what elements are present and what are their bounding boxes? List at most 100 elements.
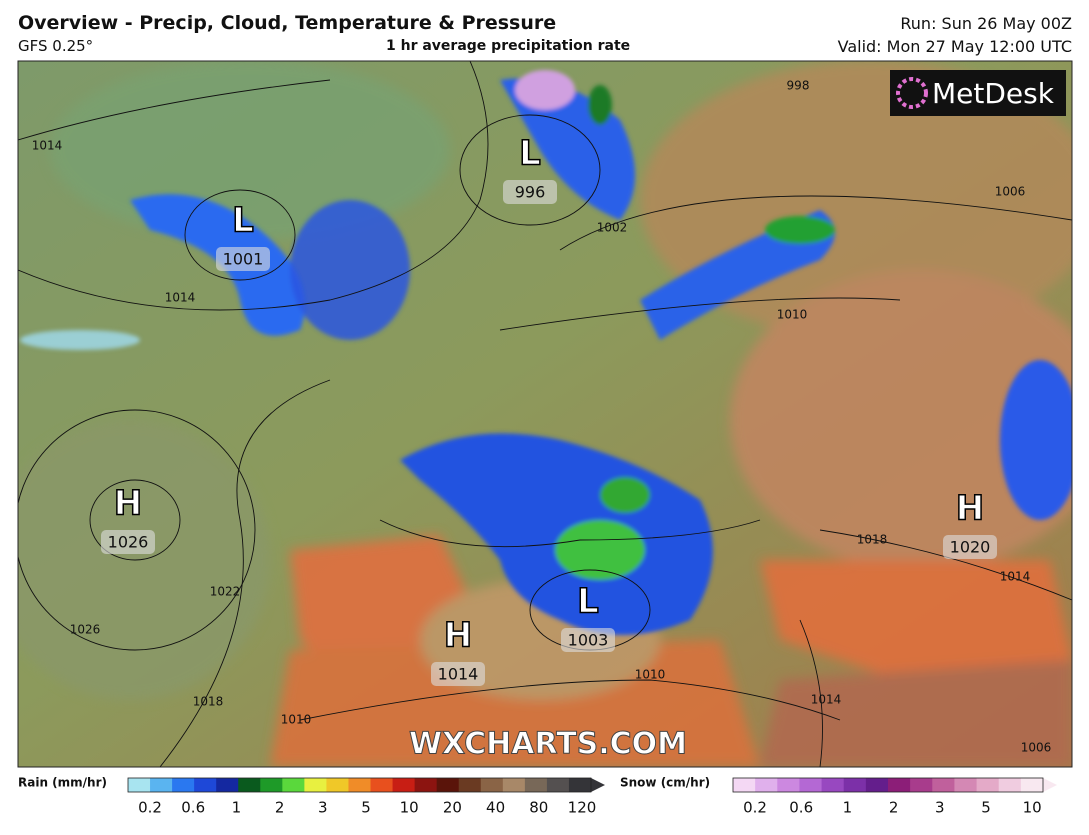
snow-swatch: [799, 778, 823, 792]
isobar-label: 1010: [281, 713, 312, 727]
isobar-label: 1014: [32, 139, 63, 153]
model: GFS 0.25°: [18, 37, 94, 55]
rain-tick-label: 0.6: [181, 799, 205, 817]
center-value-bg: [431, 662, 485, 686]
rain-swatch: [304, 778, 327, 792]
center-value-bg: [943, 535, 997, 559]
rain-swatch: [458, 778, 482, 792]
rain-swatch: [524, 778, 548, 792]
center-value-bg: [101, 530, 155, 554]
isobar-label: 1006: [1021, 741, 1052, 755]
rain-swatch: [172, 778, 195, 792]
center-symbol: H: [114, 484, 142, 524]
snow-swatch: [976, 778, 1000, 792]
snow-swatch: [733, 778, 756, 792]
rain-frame: [127, 777, 592, 793]
rain-swatch: [480, 778, 504, 792]
snow-tick-label: 1: [843, 799, 853, 817]
run: Run: Sun 26 May 00Z: [900, 14, 1072, 33]
snow-swatch: [910, 778, 933, 792]
rain-swatch: [216, 778, 239, 792]
center-value-bg: [503, 180, 557, 204]
watermark: WXCHARTS.COM: [409, 727, 687, 762]
center-value: 1020: [950, 538, 991, 557]
snow-swatch: [954, 778, 978, 792]
snow-swatch: [865, 778, 889, 792]
snow-swatch: [777, 778, 800, 792]
isobar-label: 1006: [995, 185, 1026, 199]
rain-swatch: [260, 778, 283, 792]
rain-swatch: [150, 778, 173, 792]
subtitle: 1 hr average precipitation rate: [386, 38, 631, 54]
isobar-label: 1018: [193, 695, 224, 709]
center-value-bg: [216, 247, 270, 271]
center-symbol: H: [956, 489, 984, 529]
logo-icon: [896, 77, 928, 109]
rain-tick-label: 80: [529, 799, 548, 817]
center-symbol: L: [577, 582, 599, 622]
rain-tick-label: 120: [568, 799, 597, 817]
rain-label: Rain (mm/hr): [18, 776, 107, 790]
rain-tick-label: 40: [486, 799, 505, 817]
isobar-label: 1022: [210, 585, 241, 599]
rain-swatch: [282, 778, 305, 792]
rain-swatch: [568, 778, 592, 792]
center-value: 1001: [223, 250, 264, 269]
rain-swatch: [194, 778, 217, 792]
rain-swatch: [370, 778, 394, 792]
isobar-label: 1002: [597, 221, 628, 235]
center-value: 1014: [438, 665, 479, 684]
snow-tick-label: 3: [935, 799, 945, 817]
title: Overview - Precip, Cloud, Temperature & …: [18, 12, 557, 34]
snow-tick-label: 2: [889, 799, 899, 817]
snow-frame: [732, 777, 1044, 793]
rain-tick-label: 1: [232, 799, 242, 817]
isobar-label: 1026: [70, 623, 101, 637]
logo-box: [890, 70, 1066, 116]
center-value: 1003: [568, 631, 609, 650]
rain-arrow: [591, 778, 605, 792]
center-value: 996: [515, 183, 546, 202]
isobar-label: 1014: [1000, 570, 1031, 584]
rain-swatch: [546, 778, 570, 792]
rain-swatch: [502, 778, 526, 792]
snow-tick-label: 0.2: [743, 799, 767, 817]
rain-swatch: [238, 778, 261, 792]
rain-swatch: [392, 778, 416, 792]
snow-swatch: [843, 778, 867, 792]
logo: MetDesk: [932, 77, 1055, 110]
center-value-bg: [561, 628, 615, 652]
snow-arrow: [1043, 778, 1057, 792]
snow-swatch: [1020, 778, 1044, 792]
snow-swatch: [932, 778, 955, 792]
isobars: [18, 61, 1072, 767]
snow-tick-label: 0.6: [789, 799, 813, 817]
rain-tick-label: 5: [361, 799, 371, 817]
center-symbol: H: [444, 616, 472, 656]
center-value: 1026: [108, 533, 149, 552]
valid: Valid: Mon 27 May 12:00 UTC: [837, 37, 1072, 56]
snow-swatch: [888, 778, 911, 792]
isobar-label: 1010: [635, 668, 666, 682]
snow-swatch: [821, 778, 845, 792]
center-symbol: L: [519, 134, 541, 174]
rain-tick-label: 3: [318, 799, 328, 817]
center-symbol: L: [232, 201, 254, 241]
isobar-label: 1014: [165, 291, 196, 305]
rain-swatch: [128, 778, 151, 792]
rain-tick-label: 2: [275, 799, 285, 817]
isobar-label: 1014: [811, 693, 842, 707]
rain-tick-label: 0.2: [138, 799, 162, 817]
snow-label: Snow (cm/hr): [620, 776, 710, 790]
rain-tick-label: 10: [400, 799, 419, 817]
snow-tick-label: 5: [981, 799, 991, 817]
precipitation: [20, 70, 1072, 635]
rain-swatch: [326, 778, 349, 792]
rain-swatch: [414, 778, 438, 792]
rain-swatch: [436, 778, 460, 792]
snow-tick-label: 10: [1023, 799, 1042, 817]
map-area: [18, 61, 1072, 767]
snow-swatch: [998, 778, 1022, 792]
